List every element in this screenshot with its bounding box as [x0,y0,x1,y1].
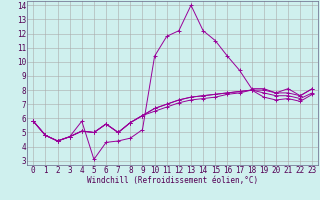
X-axis label: Windchill (Refroidissement éolien,°C): Windchill (Refroidissement éolien,°C) [87,176,258,185]
